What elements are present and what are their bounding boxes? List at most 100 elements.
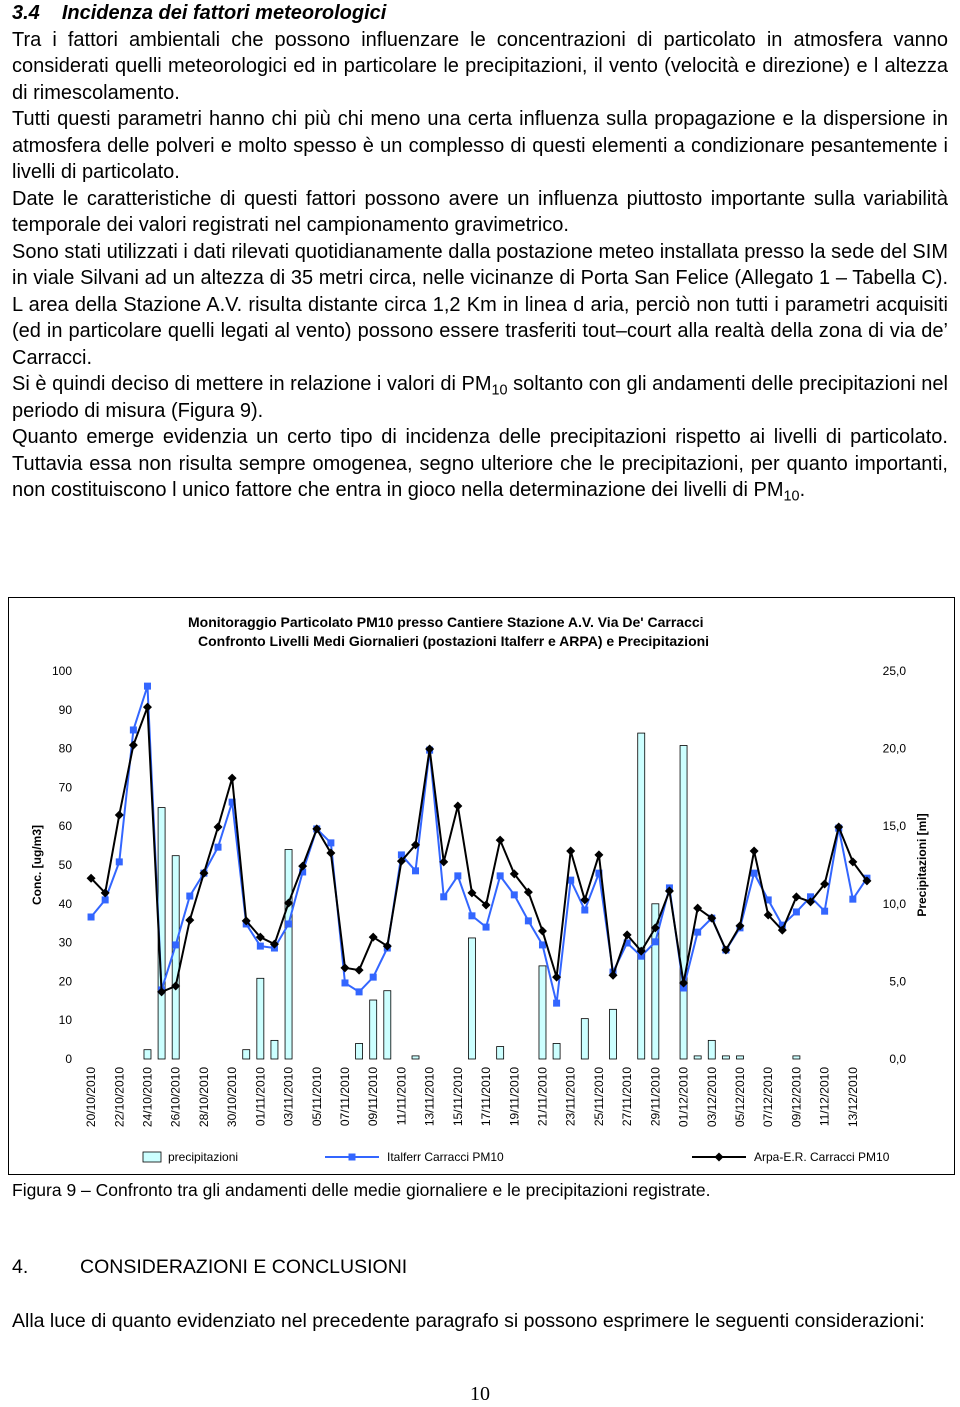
marker xyxy=(369,973,377,981)
x-tick-label: 03/11/2010 xyxy=(282,1067,296,1126)
marker xyxy=(411,840,421,850)
marker xyxy=(285,920,293,928)
marker xyxy=(114,810,124,820)
marker xyxy=(482,923,490,931)
marker xyxy=(806,897,816,907)
marker xyxy=(129,726,137,734)
marker xyxy=(834,822,844,832)
marker xyxy=(341,979,349,987)
chart-frame xyxy=(8,597,955,1175)
y-tick-label: 0 xyxy=(65,1052,72,1066)
marker xyxy=(566,846,576,856)
section-title: CONSIDERAZIONI E CONCLUSIONI xyxy=(80,1256,408,1278)
y2-axis-title: Precipitazioni [ml] xyxy=(915,813,929,916)
x-tick-label: 22/10/2010 xyxy=(112,1067,126,1127)
y-tick-label: 90 xyxy=(59,703,73,717)
marker xyxy=(679,978,689,988)
x-tick-label: 17/11/2010 xyxy=(479,1067,493,1126)
marker xyxy=(100,888,110,898)
marker xyxy=(807,893,815,901)
y-tick-label: 30 xyxy=(59,936,73,950)
marker xyxy=(849,895,857,903)
x-tick-label: 11/11/2010 xyxy=(394,1067,408,1126)
marker xyxy=(651,938,659,946)
marker xyxy=(186,892,194,900)
bar xyxy=(468,937,476,1060)
bar xyxy=(651,903,660,1060)
x-tick-label: 07/12/2010 xyxy=(761,1067,775,1127)
text-run: soltanto con gli andamenti delle precipi… xyxy=(12,373,948,422)
marker xyxy=(820,879,830,889)
marker xyxy=(650,923,660,933)
marker xyxy=(821,907,829,915)
bar xyxy=(721,1055,730,1060)
marker xyxy=(750,869,758,877)
marker xyxy=(454,872,462,880)
subscript: 10 xyxy=(491,382,508,399)
x-tick-label: 23/11/2010 xyxy=(564,1067,578,1126)
x-tick-label: 09/12/2010 xyxy=(789,1067,803,1127)
marker xyxy=(228,798,236,806)
y-tick-label: 100 xyxy=(52,664,72,678)
x-tick-label: 07/11/2010 xyxy=(338,1067,352,1126)
marker xyxy=(594,850,604,860)
x-tick-label: 28/10/2010 xyxy=(197,1067,211,1127)
bar xyxy=(369,999,378,1060)
marker xyxy=(396,856,406,866)
y2-tick-label: 25,0 xyxy=(883,664,907,678)
marker xyxy=(354,965,364,975)
bar xyxy=(143,1049,152,1060)
marker xyxy=(792,908,800,916)
marker xyxy=(101,896,109,904)
y2-tick-label: 15,0 xyxy=(883,819,907,833)
marker xyxy=(622,930,632,940)
marker xyxy=(213,822,223,832)
marker xyxy=(693,903,703,913)
marker xyxy=(581,906,589,914)
text-run: Quanto emerge evidenzia un certo tipo di… xyxy=(12,426,948,501)
marker xyxy=(355,988,363,996)
marker xyxy=(567,876,575,884)
marker xyxy=(763,910,773,920)
x-tick-label: 11/12/2010 xyxy=(818,1067,832,1126)
bar xyxy=(355,1043,363,1060)
heading-number: 3.4 xyxy=(12,2,40,24)
paragraph: Quanto emerge evidenzia un certo tipo di… xyxy=(12,424,948,504)
bar xyxy=(792,1055,801,1060)
marker xyxy=(298,861,308,871)
marker xyxy=(623,939,631,947)
y-tick-label: 50 xyxy=(59,858,73,872)
marker xyxy=(453,801,463,811)
chart-title: Monitoraggio Particolato PM10 presso Can… xyxy=(188,614,704,630)
y2-tick-label: 10,0 xyxy=(883,897,907,911)
legend-label: Italferr Carracci PM10 xyxy=(387,1150,504,1164)
bar xyxy=(284,849,293,1060)
bar xyxy=(496,1046,505,1060)
marker xyxy=(382,941,392,951)
marker xyxy=(327,839,335,847)
marker xyxy=(553,999,561,1007)
x-tick-label: 29/11/2010 xyxy=(648,1067,662,1126)
y-tick-label: 20 xyxy=(59,974,73,988)
page-number: 10 xyxy=(470,1383,490,1405)
marker xyxy=(636,946,646,956)
bar xyxy=(256,977,265,1060)
y2-tick-label: 0,0 xyxy=(889,1052,906,1066)
legend-swatch xyxy=(142,1151,162,1163)
x-tick-label: 15/11/2010 xyxy=(451,1067,465,1126)
section-heading: 3.4 Incidenza dei fattori meteorologici xyxy=(12,0,948,27)
paragraph: Date le caratteristiche di questi fattor… xyxy=(12,186,948,239)
marker xyxy=(425,744,435,754)
text-run: Date le caratteristiche di questi fattor… xyxy=(12,187,948,237)
y-tick-label: 80 xyxy=(59,742,73,756)
paragraph: Alla luce di quanto evidenziato nel prec… xyxy=(12,1310,925,1332)
x-tick-label: 13/12/2010 xyxy=(846,1067,860,1127)
x-tick-label: 26/10/2010 xyxy=(169,1067,183,1127)
marker xyxy=(412,867,420,875)
paragraph: Tra i fattori ambientali che possono inf… xyxy=(12,27,948,107)
text-run: Si è quindi deciso di mettere in relazio… xyxy=(12,373,492,395)
x-tick-label: 24/10/2010 xyxy=(140,1067,154,1127)
marker xyxy=(694,928,702,936)
marker xyxy=(537,926,547,936)
